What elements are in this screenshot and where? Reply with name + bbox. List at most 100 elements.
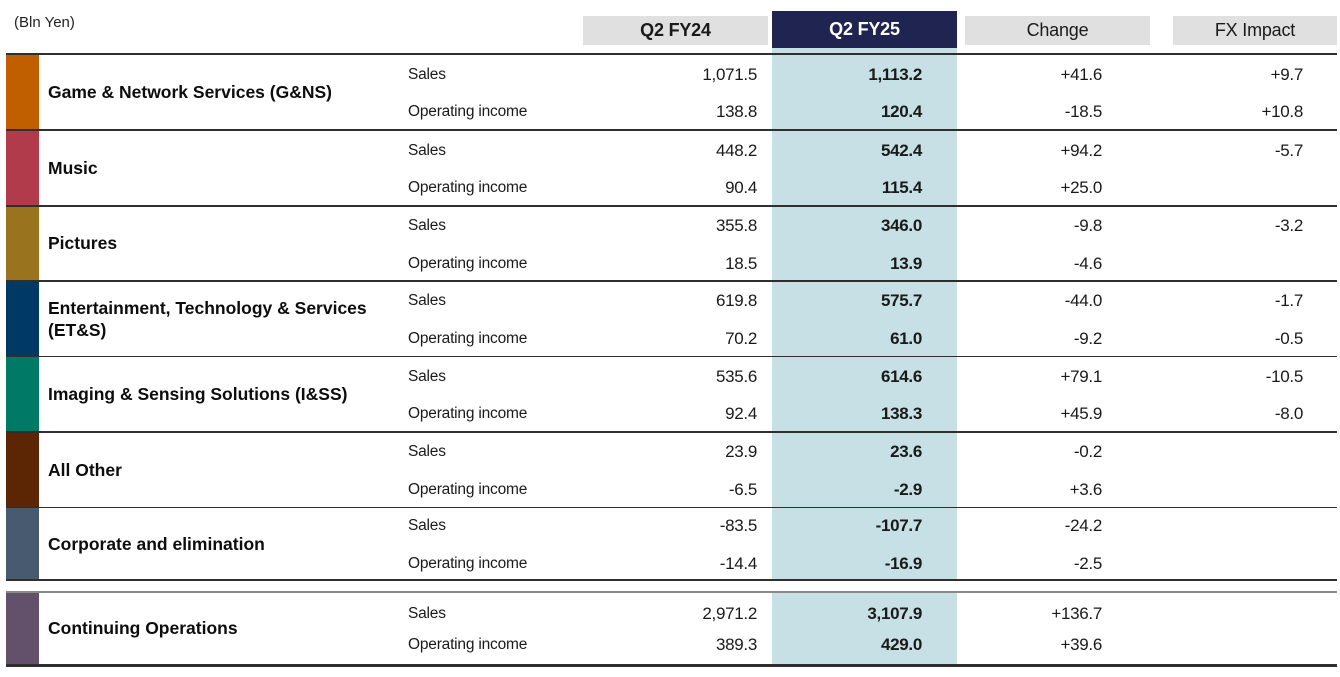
horizontal-rule	[6, 355, 1337, 357]
segment-name: All Other	[48, 459, 122, 480]
value-q2-fy24: 355.8	[715, 216, 757, 235]
operating-income-row: Operating income 90.4 115.4 +25.0	[0, 169, 1340, 207]
value-change: +25.0	[1060, 178, 1102, 197]
value-change: -2.5	[1073, 553, 1102, 573]
segment-rows: Sales 355.8 346.0 -9.8 -3.2 Operating in…	[0, 207, 1340, 281]
sales-row: Sales 1,071.5 1,113.2 +41.6 +9.7	[0, 56, 1340, 94]
value-q2-fy25: -2.9	[893, 479, 922, 499]
operating-income-row: Operating income 138.8 120.4 -18.5 +10.8	[0, 93, 1340, 131]
segment-name: Corporate and elimination	[48, 533, 265, 554]
segment-name: Music	[48, 157, 98, 178]
column-header-q2-fy24: Q2 FY24	[583, 16, 768, 45]
value-change: -44.0	[1064, 291, 1103, 311]
segment-rows: Sales 2,971.2 3,107.9 +136.7 Operating i…	[0, 593, 1340, 665]
segment-section: All Other Sales 23.9 23.6 -0.2 Operating…	[0, 432, 1340, 507]
value-change: +79.1	[1060, 366, 1102, 386]
value-change: +3.6	[1069, 479, 1103, 499]
segment-rows: Sales 23.9 23.6 -0.2 Operating income -6…	[0, 433, 1340, 507]
segment-section: Game & Network Services (G&NS) Sales 1,0…	[0, 54, 1340, 130]
value-q2-fy24: 138.8	[715, 102, 757, 121]
value-q2-fy24: 70.2	[725, 328, 757, 348]
value-q2-fy25: -16.9	[884, 553, 923, 573]
operating-income-row: Operating income -14.4 -16.9 -2.5	[0, 545, 1340, 583]
value-q2-fy24: 448.2	[715, 140, 757, 160]
value-change: +136.7	[1051, 604, 1102, 624]
value-fx-impact: -10.5	[1265, 366, 1304, 386]
metric-label: Sales	[408, 517, 446, 535]
horizontal-rule	[6, 280, 1337, 282]
value-q2-fy25: 61.0	[890, 328, 922, 348]
value-q2-fy25: 614.6	[880, 366, 922, 386]
metric-label: Sales	[408, 292, 446, 310]
metric-label: Sales	[408, 443, 446, 461]
sales-row: Sales 448.2 542.4 +94.2 -5.7	[0, 132, 1340, 170]
segment-section: Entertainment, Technology & Services (ET…	[0, 281, 1340, 356]
highlight-column-band-upper	[772, 48, 957, 579]
metric-label: Sales	[408, 605, 446, 623]
total-section: Continuing Operations Sales 2,971.2 3,10…	[0, 592, 1340, 665]
segment-name: Game & Network Services (G&NS)	[48, 81, 332, 102]
sales-row: Sales 2,971.2 3,107.9 +136.7	[0, 599, 1340, 630]
segment-color-bar	[6, 508, 39, 579]
segment-color-bar	[6, 206, 39, 280]
value-q2-fy24: 92.4	[725, 404, 757, 424]
segment-rows: Sales -83.5 -107.7 -24.2 Operating incom…	[0, 508, 1340, 579]
segment-color-bar	[6, 54, 39, 129]
value-q2-fy25: 3,107.9	[867, 604, 922, 624]
sales-row: Sales 23.9 23.6 -0.2	[0, 434, 1340, 472]
value-fx-impact: -8.0	[1274, 404, 1303, 424]
metric-label: Operating income	[408, 254, 528, 272]
horizontal-rule	[6, 664, 1337, 667]
sales-row: Sales 619.8 575.7 -44.0 -1.7	[0, 283, 1340, 321]
value-change: -4.6	[1073, 253, 1102, 273]
value-q2-fy25: 115.4	[881, 178, 922, 197]
metric-label: Operating income	[408, 636, 528, 654]
value-change: +39.6	[1060, 635, 1102, 655]
value-change: +41.6	[1060, 64, 1102, 84]
value-fx-impact: -1.7	[1274, 291, 1303, 311]
value-q2-fy24: 2,971.2	[702, 604, 757, 624]
sales-row: Sales -83.5 -107.7 -24.2	[0, 508, 1340, 546]
value-fx-impact: -0.5	[1274, 328, 1303, 348]
segment-rows: Sales 619.8 575.7 -44.0 -1.7 Operating i…	[0, 282, 1340, 356]
segment-rows: Sales 535.6 614.6 +79.1 -10.5 Operating …	[0, 357, 1340, 431]
segment-name: Entertainment, Technology & Services (ET…	[48, 297, 367, 340]
segment-color-bar	[6, 130, 39, 205]
sales-row: Sales 535.6 614.6 +79.1 -10.5	[0, 358, 1340, 396]
value-q2-fy25: 1,113.2	[868, 64, 922, 84]
horizontal-rule	[6, 591, 1337, 593]
metric-label: Operating income	[408, 480, 528, 498]
value-q2-fy24: 18.5	[725, 253, 757, 273]
segment-color-bar	[6, 281, 39, 356]
value-q2-fy24: -14.4	[719, 553, 758, 573]
value-q2-fy25: 23.6	[890, 442, 922, 462]
value-fx-impact: +9.7	[1270, 64, 1304, 84]
segment-rows: Sales 1,071.5 1,113.2 +41.6 +9.7 Operati…	[0, 55, 1340, 130]
value-q2-fy24: 23.9	[725, 442, 757, 462]
horizontal-rule	[6, 431, 1337, 433]
segment-rows: Sales 448.2 542.4 +94.2 -5.7 Operating i…	[0, 131, 1340, 206]
value-change: +45.9	[1060, 404, 1102, 424]
value-fx-impact: -5.7	[1274, 140, 1303, 160]
segment-name: Pictures	[48, 233, 118, 254]
segment-section: Corporate and elimination Sales -83.5 -1…	[0, 508, 1340, 579]
horizontal-rule	[6, 205, 1337, 207]
value-change: -9.8	[1073, 216, 1102, 235]
value-fx-impact: +10.8	[1261, 102, 1303, 121]
value-q2-fy25: 120.4	[880, 102, 922, 121]
unit-label: (Bln Yen)	[14, 14, 75, 31]
value-change: -9.2	[1073, 328, 1102, 348]
operating-income-row: Operating income -6.5 -2.9 +3.6	[0, 471, 1340, 509]
value-q2-fy25: 346.0	[880, 216, 922, 235]
segment-color-bar	[6, 432, 39, 507]
value-q2-fy24: 619.8	[715, 291, 757, 311]
metric-label: Sales	[408, 217, 446, 234]
metric-label: Operating income	[408, 405, 528, 423]
value-q2-fy25: 429.0	[880, 635, 922, 655]
segment-name: Continuing Operations	[48, 618, 238, 639]
value-change: -18.5	[1064, 102, 1103, 121]
horizontal-rule	[6, 579, 1337, 581]
horizontal-rule	[6, 129, 1337, 131]
operating-income-row: Operating income 389.3 429.0 +39.6	[0, 630, 1340, 661]
sales-row: Sales 355.8 346.0 -9.8 -3.2	[0, 207, 1340, 245]
